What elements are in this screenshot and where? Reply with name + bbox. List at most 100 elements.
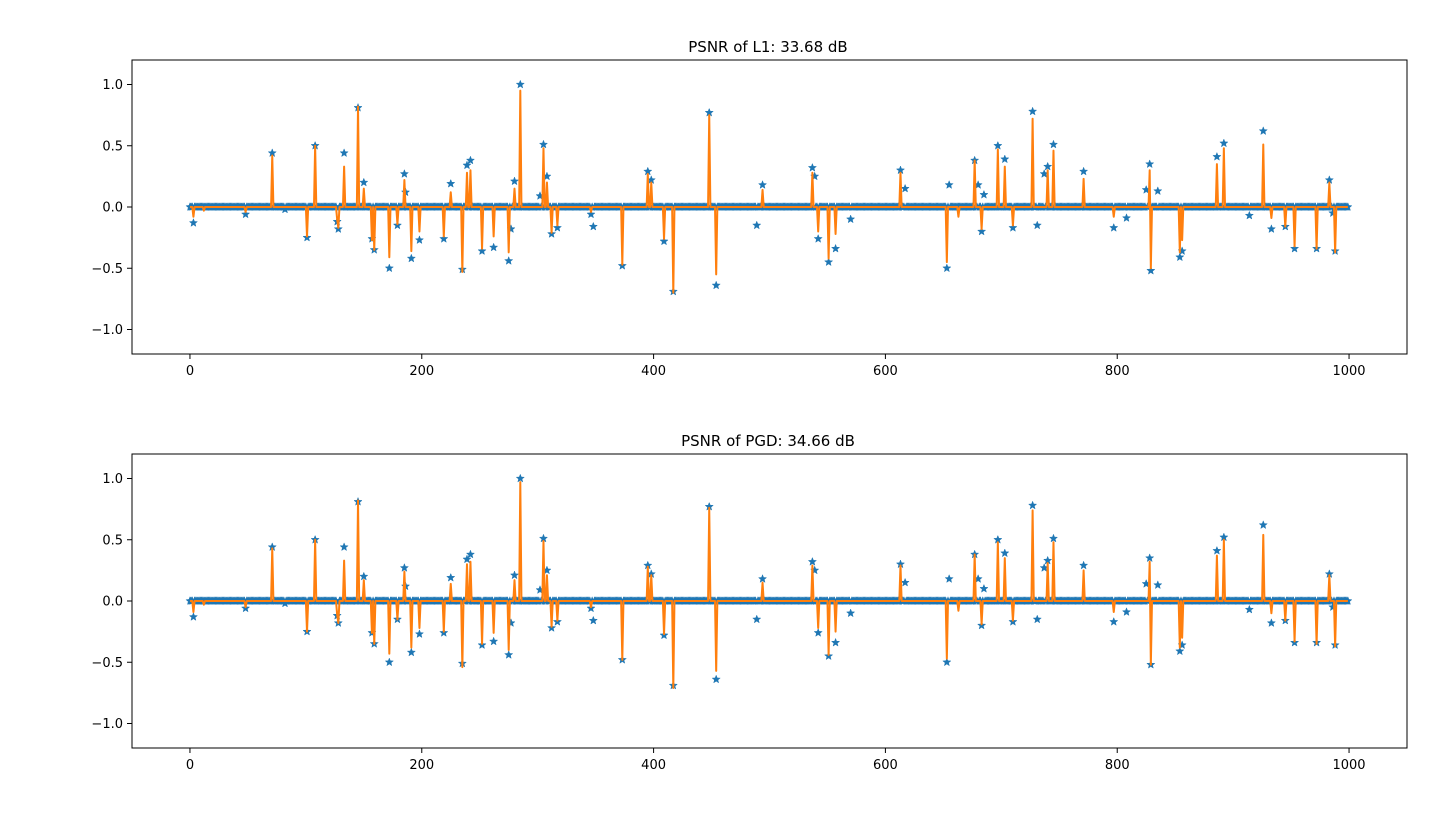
data-point bbox=[504, 650, 514, 659]
data-point bbox=[399, 563, 410, 572]
y-tick-label: 0.5 bbox=[102, 533, 123, 548]
data-point bbox=[942, 263, 952, 273]
y-tick-label: 0.5 bbox=[102, 139, 123, 154]
y-tick-label: −0.5 bbox=[91, 262, 123, 277]
data-point bbox=[359, 571, 369, 581]
data-point bbox=[465, 155, 476, 165]
data-point bbox=[807, 556, 818, 566]
x-tick-label: 400 bbox=[641, 364, 666, 379]
data-point bbox=[1121, 607, 1132, 616]
data-point bbox=[515, 473, 525, 483]
ticks: 0 200 400 600 800 1000 −1.0 −0.5 0.0 0.5 1.0 bbox=[91, 472, 1365, 773]
data-point bbox=[339, 148, 349, 158]
data-point bbox=[414, 629, 425, 639]
data-point bbox=[900, 183, 910, 193]
data-point bbox=[1048, 533, 1059, 543]
data-point bbox=[659, 236, 669, 246]
ticks: 0 200 400 600 800 1000 −1.0 −0.5 0.0 0.5 1.0 bbox=[91, 78, 1365, 379]
x-tick-label: 200 bbox=[409, 758, 434, 773]
data-point bbox=[1032, 220, 1042, 230]
y-tick-label: 0.0 bbox=[102, 201, 123, 216]
x-tick-label: 200 bbox=[409, 364, 434, 379]
data-point bbox=[1027, 106, 1038, 116]
data-point bbox=[1078, 560, 1089, 570]
x-tick-label: 800 bbox=[1105, 758, 1130, 773]
y-tick-label: 0.0 bbox=[102, 595, 123, 610]
data-point bbox=[515, 79, 525, 89]
data-point bbox=[944, 180, 954, 189]
data-point bbox=[1266, 224, 1277, 234]
data-point bbox=[188, 612, 199, 621]
y-tick-label: −1.0 bbox=[91, 323, 123, 338]
data-point bbox=[1258, 126, 1268, 136]
data-point bbox=[465, 549, 476, 559]
data-point bbox=[1146, 265, 1156, 275]
data-point bbox=[1032, 614, 1042, 624]
data-point bbox=[446, 572, 456, 582]
series-original-markers bbox=[185, 473, 1353, 690]
data-point bbox=[813, 627, 823, 637]
data-point bbox=[1048, 139, 1059, 149]
x-tick-label: 400 bbox=[641, 758, 666, 773]
data-point bbox=[845, 608, 856, 618]
data-point bbox=[406, 647, 417, 657]
x-tick-label: 0 bbox=[186, 758, 194, 773]
y-tick-label: −0.5 bbox=[91, 656, 123, 671]
series-recovered-line bbox=[189, 481, 1348, 689]
data-point bbox=[1145, 553, 1155, 563]
data-point bbox=[1212, 545, 1222, 555]
data-point bbox=[477, 246, 487, 256]
x-tick-label: 0 bbox=[186, 364, 194, 379]
data-point bbox=[240, 209, 251, 219]
data-point bbox=[757, 574, 768, 583]
y-tick-label: −1.0 bbox=[91, 717, 123, 732]
data-point bbox=[1109, 222, 1119, 232]
data-point bbox=[944, 574, 954, 583]
data-point bbox=[845, 214, 856, 224]
x-tick-label: 800 bbox=[1105, 364, 1130, 379]
data-point bbox=[509, 176, 520, 186]
data-point bbox=[979, 189, 989, 199]
data-point bbox=[1219, 138, 1229, 148]
data-point bbox=[1266, 618, 1277, 628]
data-point bbox=[1212, 151, 1222, 161]
series-original-markers bbox=[185, 79, 1353, 296]
data-point bbox=[406, 253, 417, 263]
data-point bbox=[993, 140, 1003, 150]
data-point bbox=[976, 226, 987, 236]
data-point bbox=[488, 242, 499, 252]
data-point bbox=[752, 220, 762, 230]
data-point bbox=[807, 162, 818, 172]
data-point bbox=[339, 542, 349, 552]
data-point bbox=[399, 169, 410, 178]
data-point bbox=[552, 222, 563, 232]
data-point bbox=[1244, 604, 1255, 614]
data-point bbox=[900, 577, 910, 587]
data-point bbox=[757, 180, 768, 189]
panel-pgd: PSNR of PGD: 34.66 dB 0 200 400 600 800 1000 −… bbox=[91, 432, 1408, 773]
data-point bbox=[1000, 548, 1010, 558]
panel-l1: PSNR of L1: 33.68 dB 0 200 400 600 800 1000 −1… bbox=[91, 38, 1408, 379]
data-point bbox=[446, 178, 456, 188]
data-point bbox=[830, 243, 841, 253]
data-point bbox=[1027, 500, 1038, 510]
data-point bbox=[504, 256, 514, 265]
data-point bbox=[830, 637, 841, 647]
plot-area bbox=[185, 473, 1353, 690]
series-recovered-line bbox=[189, 89, 1348, 294]
data-point bbox=[711, 674, 721, 684]
y-tick-label: 1.0 bbox=[102, 472, 123, 487]
data-point bbox=[439, 233, 449, 243]
data-point bbox=[586, 209, 596, 219]
data-point bbox=[359, 177, 369, 187]
data-point bbox=[813, 233, 823, 243]
data-point bbox=[1043, 161, 1053, 171]
data-point bbox=[823, 257, 834, 267]
data-point bbox=[488, 636, 499, 646]
data-point bbox=[1078, 166, 1089, 176]
data-point bbox=[1109, 616, 1119, 626]
x-tick-label: 600 bbox=[873, 758, 898, 773]
data-point bbox=[1244, 210, 1255, 220]
data-point bbox=[1289, 243, 1300, 253]
